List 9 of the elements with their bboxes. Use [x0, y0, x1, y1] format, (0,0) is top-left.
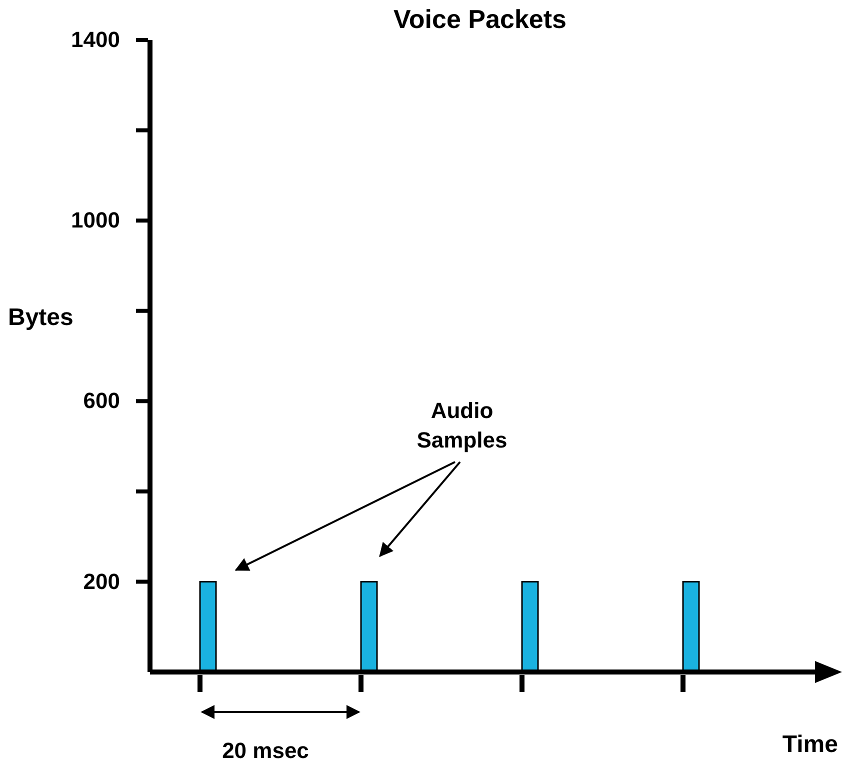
y-tick-label: 200 [83, 568, 120, 594]
chart-title: Voice Packets [394, 4, 566, 34]
y-tick-label: 600 [83, 388, 120, 414]
y-tick-label: 1400 [71, 27, 120, 52]
text: 20 msec [222, 738, 309, 763]
annotation: Audio Samples [416, 398, 508, 453]
y-tick-label: 1000 [71, 208, 120, 233]
y-axis-title: Bytes [8, 304, 74, 331]
x-axis-title: Time [782, 731, 838, 758]
